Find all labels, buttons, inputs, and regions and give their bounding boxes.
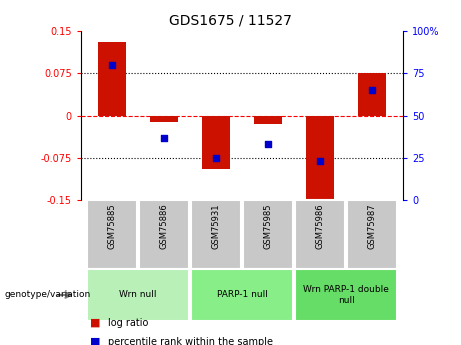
Text: GSM75931: GSM75931: [212, 204, 220, 249]
Bar: [191, 200, 241, 269]
Bar: [295, 200, 345, 269]
Text: GSM75886: GSM75886: [160, 204, 168, 249]
Bar: [202, 116, 230, 169]
Bar: [254, 116, 282, 124]
Text: Wrn PARP-1 double
null: Wrn PARP-1 double null: [303, 285, 389, 305]
Point: [213, 155, 220, 160]
Text: GSM75985: GSM75985: [264, 204, 272, 249]
Text: GSM75986: GSM75986: [316, 204, 325, 249]
Bar: [347, 200, 397, 269]
Bar: [150, 116, 178, 122]
Text: ■: ■: [90, 318, 100, 327]
Bar: [139, 200, 189, 269]
Bar: [306, 116, 334, 199]
Bar: [295, 269, 397, 321]
Text: log ratio: log ratio: [108, 318, 149, 327]
Point: [160, 135, 168, 140]
Text: GDS1675 / 11527: GDS1675 / 11527: [169, 14, 292, 28]
Bar: [98, 42, 126, 116]
Text: genotype/variation: genotype/variation: [5, 290, 91, 299]
Bar: [243, 200, 293, 269]
Text: ■: ■: [90, 337, 100, 345]
Point: [108, 62, 116, 68]
Bar: [87, 200, 137, 269]
Text: GSM75987: GSM75987: [367, 204, 377, 249]
Text: percentile rank within the sample: percentile rank within the sample: [108, 337, 273, 345]
Text: PARP-1 null: PARP-1 null: [217, 290, 267, 299]
Text: Wrn null: Wrn null: [119, 290, 157, 299]
Text: GSM75885: GSM75885: [107, 204, 117, 249]
Bar: [87, 269, 189, 321]
Bar: [191, 269, 293, 321]
Point: [264, 141, 272, 147]
Point: [368, 87, 376, 93]
Bar: [358, 73, 386, 116]
Point: [316, 158, 324, 164]
